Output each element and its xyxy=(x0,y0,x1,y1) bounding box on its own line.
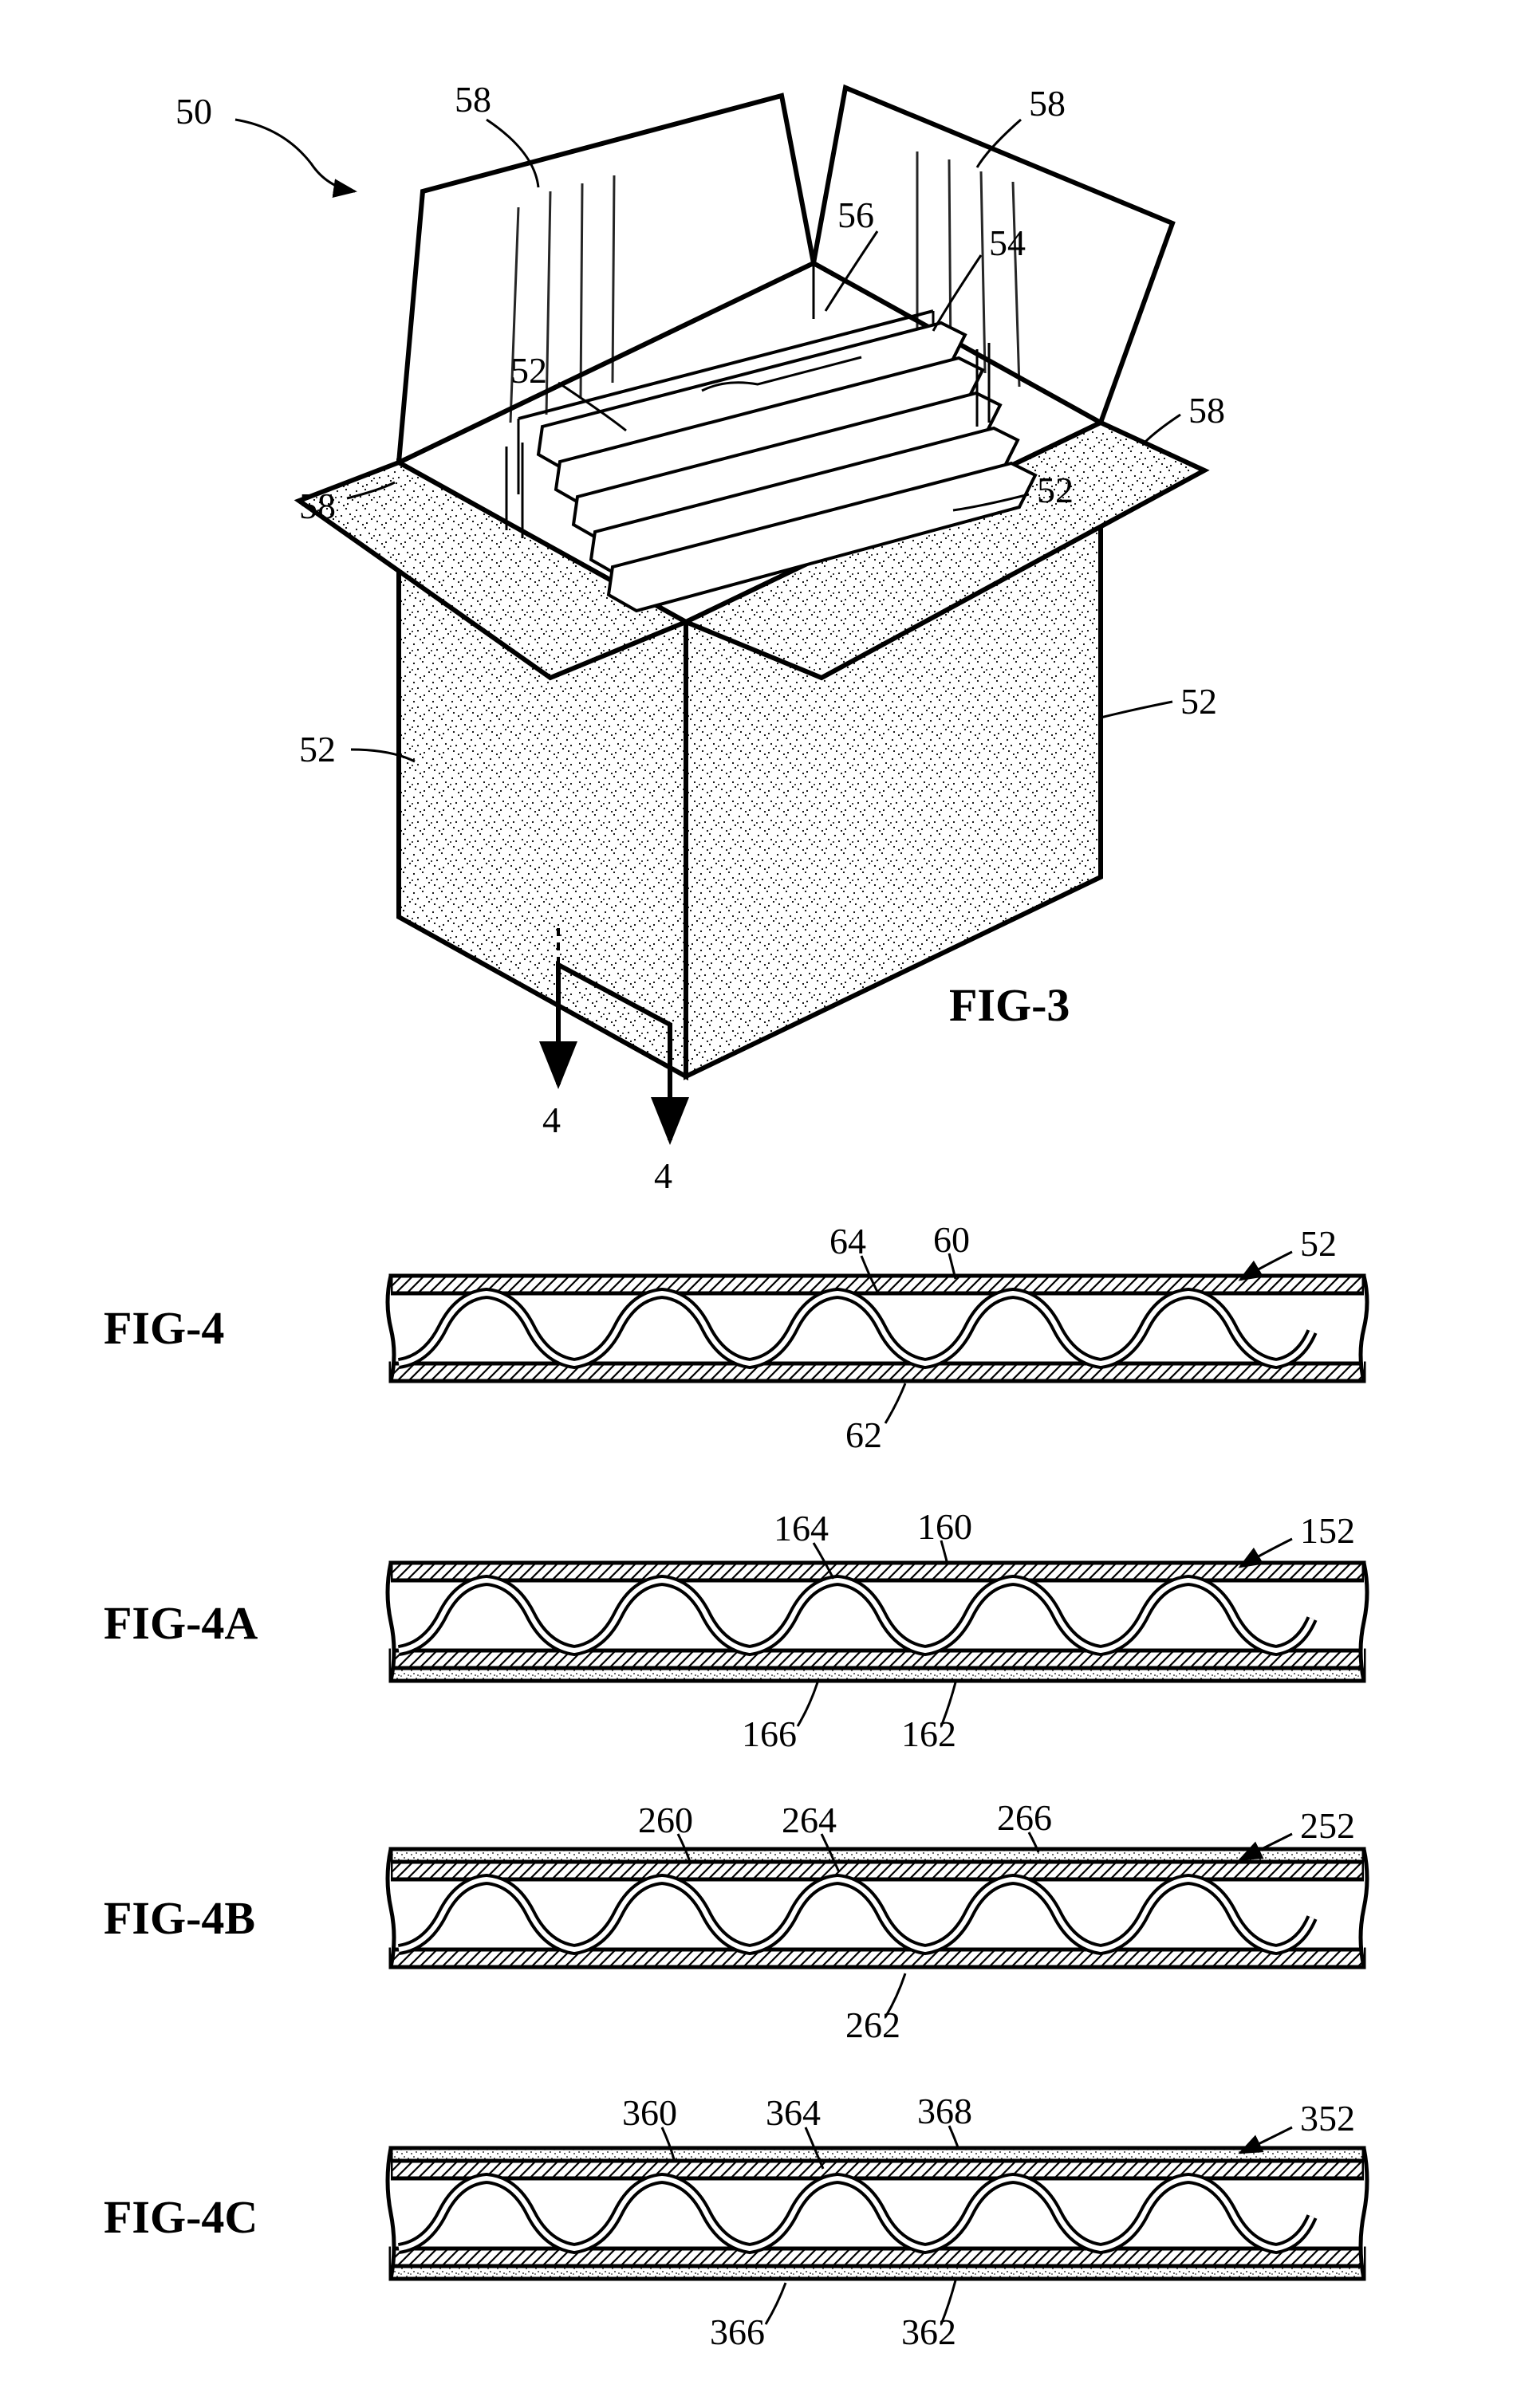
ref-58-b: 58 xyxy=(1029,83,1066,124)
ref-56: 56 xyxy=(837,195,874,235)
fig4b-group: FIG-4B 260 264 266 252 262 xyxy=(104,1797,1367,2045)
figure-svg: 4 4 50 58 58 58 58 56 54 52 52 52 52 FIG… xyxy=(48,32,1468,2376)
ref-160: 160 xyxy=(917,1506,972,1547)
ref-52-c: 52 xyxy=(299,729,336,769)
ref-166: 166 xyxy=(742,1714,797,1754)
ref-260: 260 xyxy=(638,1800,693,1840)
fig4a-group: FIG-4A 164 160 152 166 162 xyxy=(104,1506,1367,1754)
ref-262: 262 xyxy=(845,2005,900,2045)
fig4b-label: FIG-4B xyxy=(104,1892,255,1944)
ref-58-d: 58 xyxy=(1188,390,1225,431)
ref-58-c: 58 xyxy=(299,486,336,526)
ref-62: 62 xyxy=(845,1415,882,1455)
fig4c-label: FIG-4C xyxy=(104,2191,258,2243)
ref-54: 54 xyxy=(989,222,1026,263)
ref-58-a: 58 xyxy=(455,79,491,120)
section-label-4b: 4 xyxy=(654,1155,672,1196)
corrugation xyxy=(399,1293,1312,1363)
ref-60: 60 xyxy=(933,1219,970,1260)
ref-50: 50 xyxy=(175,91,212,132)
fig4c-group: FIG-4C 360 364 368 352 366 362 xyxy=(104,2091,1367,2352)
fig3-label: FIG-3 xyxy=(949,979,1070,1031)
ref-152: 152 xyxy=(1300,1510,1355,1551)
ref-264: 264 xyxy=(782,1800,837,1840)
ref-362: 362 xyxy=(901,2312,956,2352)
ref-52: 52 xyxy=(1300,1223,1337,1264)
ref-360: 360 xyxy=(622,2092,677,2133)
ref-368: 368 xyxy=(917,2091,972,2131)
fig4-label: FIG-4 xyxy=(104,1302,224,1354)
fig3-group: 4 4 50 58 58 58 58 56 54 52 52 52 52 FIG… xyxy=(175,79,1225,1196)
ref-52-b: 52 xyxy=(1037,470,1074,510)
ref-164: 164 xyxy=(774,1508,829,1548)
ref-252: 252 xyxy=(1300,1805,1355,1846)
ref-52-a: 52 xyxy=(510,350,547,391)
patent-figure-sheet: 4 4 50 58 58 58 58 56 54 52 52 52 52 FIG… xyxy=(48,32,1469,2376)
ref-364: 364 xyxy=(766,2092,821,2133)
fig4-group: FIG-4 64 60 52 62 xyxy=(104,1219,1367,1455)
fig4a-label: FIG-4A xyxy=(104,1597,258,1649)
ref-162: 162 xyxy=(901,1714,956,1754)
ref-352: 352 xyxy=(1300,2098,1355,2138)
ref-366: 366 xyxy=(710,2312,765,2352)
section-label-4a: 4 xyxy=(542,1100,561,1140)
ref-64: 64 xyxy=(829,1221,866,1261)
ref-52-d: 52 xyxy=(1180,681,1217,722)
ref-266: 266 xyxy=(997,1797,1052,1838)
